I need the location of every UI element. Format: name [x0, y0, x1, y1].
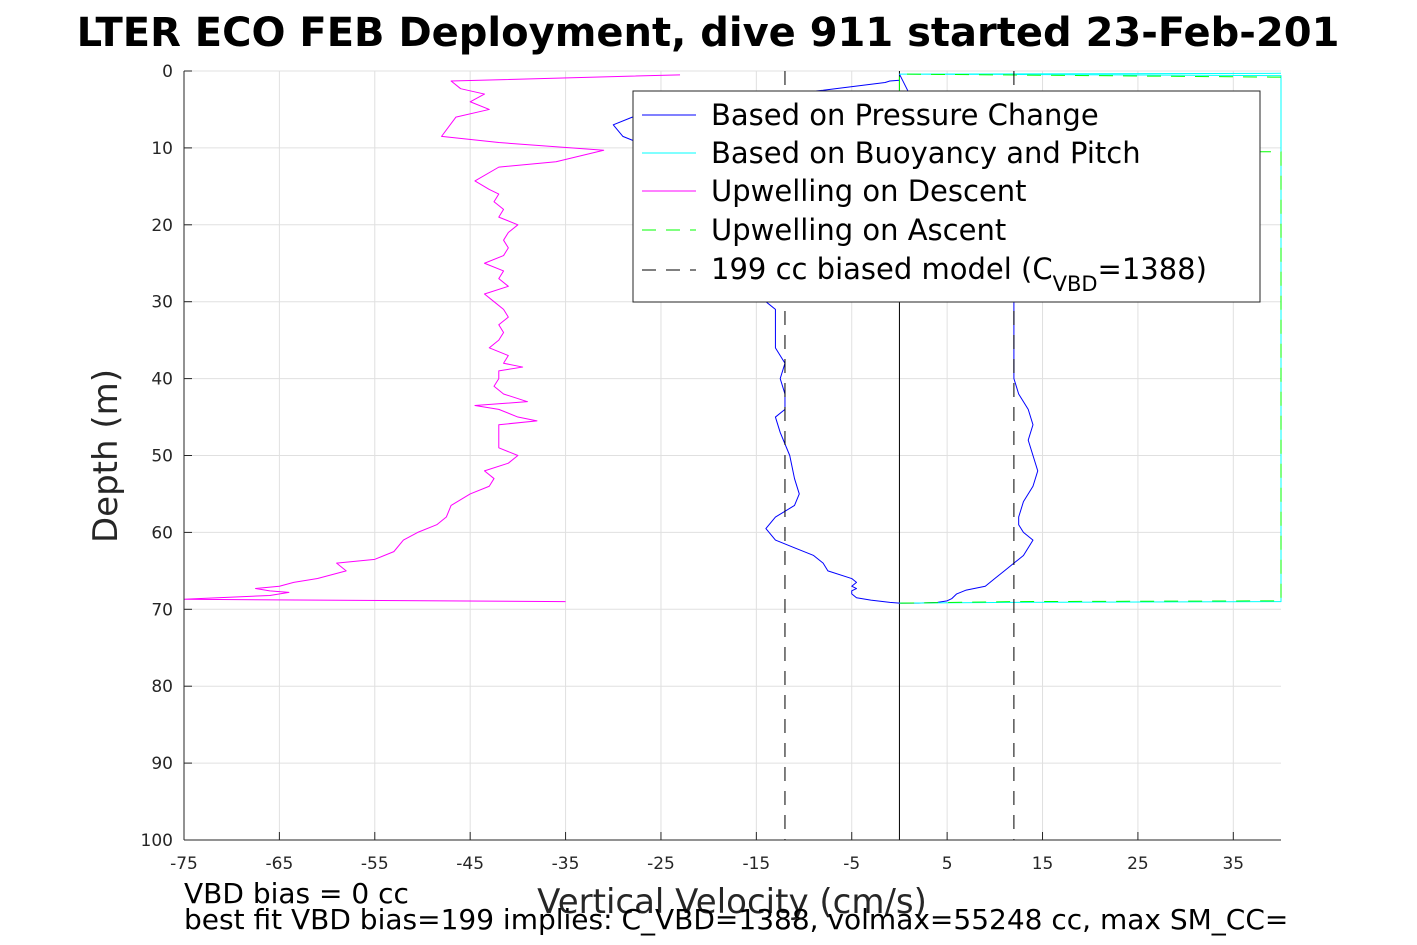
x-tick-label: -55 [361, 854, 389, 874]
y-tick-label: 0 [162, 62, 173, 82]
x-tick-label: -15 [742, 854, 770, 874]
chart-title: LTER ECO FEB Deployment, dive 911 starte… [77, 10, 1340, 56]
y-tick-label: 20 [151, 216, 173, 236]
x-tick-label: 25 [1127, 854, 1149, 874]
x-tick-label: -75 [170, 854, 198, 874]
footer-vbd-bias: VBD bias = 0 cc [184, 877, 409, 910]
x-tick-label: 35 [1222, 854, 1244, 874]
y-tick-label: 60 [151, 523, 173, 543]
x-tick-label: 5 [942, 854, 953, 874]
x-tick-label: -35 [552, 854, 580, 874]
legend-label-up-ascent: Upwelling on Ascent [711, 213, 1006, 247]
y-tick-label: 80 [151, 677, 173, 697]
x-axis-label: Vertical Velocity (cm/s) [537, 882, 927, 922]
x-tick-label: 15 [1032, 854, 1054, 874]
legend-label-model: 199 cc biased model (CVBD=1388) [711, 252, 1207, 296]
legend-model-suffix: =1388) [1098, 252, 1207, 286]
footer-best-fit: best fit VBD bias=199 implies: C_VBD=138… [184, 903, 1288, 936]
y-axis-label: Depth (m) [86, 369, 126, 543]
legend-box [632, 90, 1261, 303]
legend-label-pressure: Based on Pressure Change [711, 98, 1099, 132]
legend: Based on Pressure Change Based on Buoyan… [632, 90, 1261, 303]
y-tick-label: 40 [151, 370, 173, 390]
x-tick-label: -45 [456, 854, 484, 874]
y-axis-ticks: 0 10 20 30 40 50 60 70 80 90 100 [141, 62, 192, 851]
series-based-on-pressure-change-line [612, 73, 1039, 604]
series-upwelling-on-ascent-line [898, 73, 1282, 604]
y-tick-label: 10 [151, 139, 173, 159]
legend-model-prefix: 199 cc biased model (C [711, 252, 1053, 286]
x-tick-label: -25 [647, 854, 675, 874]
x-tick-label: -5 [843, 854, 860, 874]
y-tick-label: 50 [151, 447, 173, 467]
y-tick-label: 70 [151, 600, 173, 620]
legend-label-buoyancy: Based on Buoyancy and Pitch [711, 136, 1141, 170]
y-tick-label: 100 [141, 831, 173, 851]
y-tick-label: 30 [151, 293, 173, 313]
legend-model-subscript: VBD [1053, 272, 1098, 296]
x-tick-label: -65 [266, 854, 294, 874]
x-axis-ticks: -75 -65 -55 -45 -35 -25 -15 -5 5 15 25 35 [170, 832, 1244, 874]
legend-label-up-descent: Upwelling on Descent [711, 174, 1027, 208]
y-tick-label: 90 [151, 754, 173, 774]
series-based-on-buoyancy-and-pitch-line [898, 72, 1282, 604]
series-upwelling-on-descent-line [183, 74, 681, 603]
